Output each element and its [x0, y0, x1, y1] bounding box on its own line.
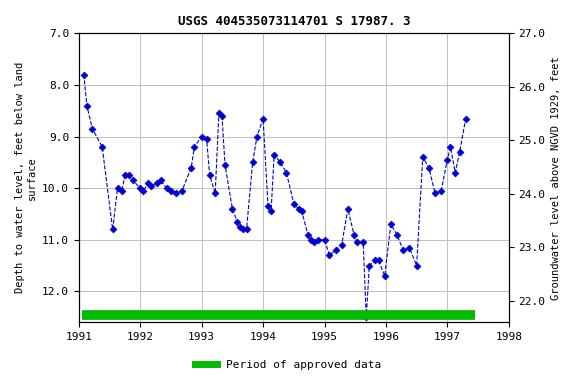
Legend: Period of approved data: Period of approved data [191, 356, 385, 375]
Title: USGS 404535073114701 S 17987. 3: USGS 404535073114701 S 17987. 3 [177, 15, 410, 28]
Y-axis label: Groundwater level above NGVD 1929, feet: Groundwater level above NGVD 1929, feet [551, 56, 561, 300]
Y-axis label: Depth to water level, feet below land
surface: Depth to water level, feet below land su… [15, 62, 37, 293]
